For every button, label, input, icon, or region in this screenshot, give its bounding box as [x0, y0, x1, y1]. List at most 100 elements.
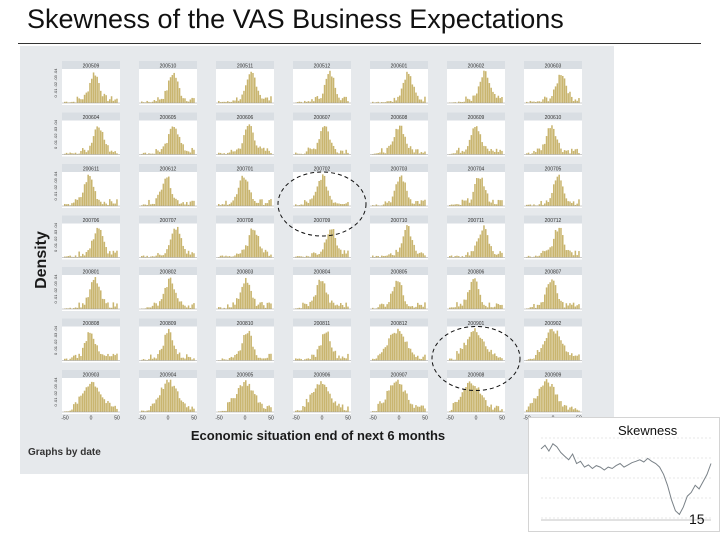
- histogram-bar: [553, 280, 555, 309]
- histogram-bar: [569, 153, 571, 155]
- histogram-bar: [169, 77, 172, 103]
- histogram-bar: [465, 96, 467, 103]
- histogram-bar: [314, 388, 317, 412]
- panel-label: 200511: [237, 64, 254, 70]
- histogram-bar: [479, 294, 482, 309]
- panel-header: [62, 164, 120, 172]
- histogram-bar: [313, 148, 315, 155]
- histogram-bar: [100, 290, 102, 309]
- histogram-bar: [529, 256, 532, 258]
- histogram-bar: [560, 180, 562, 206]
- histogram-bar: [227, 304, 229, 309]
- histogram-bar: [334, 87, 337, 103]
- histogram-bar: [391, 255, 394, 258]
- histogram-bar: [157, 253, 159, 258]
- histogram-bar: [193, 149, 195, 155]
- histogram-bar: [178, 136, 181, 155]
- histogram-bar: [406, 71, 408, 103]
- histogram-bar: [270, 407, 272, 412]
- histogram-bar: [110, 150, 113, 155]
- histogram-bar: [338, 355, 340, 361]
- histogram-bar: [558, 227, 560, 258]
- histogram-bar: [69, 307, 71, 309]
- histogram-bar: [562, 406, 564, 412]
- histogram-bar: [526, 359, 528, 361]
- panel-header: [139, 61, 197, 69]
- histogram-bar: [463, 389, 465, 412]
- histogram-bar: [261, 98, 263, 103]
- histogram-bar: [175, 388, 177, 412]
- y-tick-labels: 0 .01 .02 .03 .04: [53, 274, 58, 304]
- histogram-bar: [252, 72, 254, 103]
- histogram-bar: [533, 398, 535, 412]
- histogram-bar: [479, 337, 482, 361]
- histogram-bar: [329, 70, 331, 103]
- histogram-bar: [91, 282, 93, 309]
- histogram-bar: [540, 101, 542, 103]
- histogram-bar: [78, 251, 80, 258]
- histogram-bar: [296, 205, 299, 206]
- histogram-bar: [82, 303, 84, 309]
- histogram-bar: [182, 202, 184, 206]
- histogram-bar: [96, 387, 98, 412]
- histogram-bar: [454, 102, 456, 103]
- histogram-bar: [225, 101, 227, 103]
- histogram-bar: [536, 396, 539, 412]
- histogram-bar: [545, 338, 548, 361]
- histogram-bar: [184, 249, 186, 258]
- histogram-bar: [322, 93, 324, 103]
- histogram-bar: [166, 379, 168, 412]
- x-tick-label: 50: [191, 416, 197, 422]
- histogram-bar: [87, 386, 89, 412]
- histogram-bar: [386, 304, 388, 309]
- panel-label: 200711: [468, 218, 485, 224]
- histogram-bar: [461, 392, 464, 412]
- histogram-bar: [151, 101, 154, 103]
- histogram-bar: [406, 393, 408, 412]
- histogram-bar: [64, 101, 66, 103]
- histogram-bar: [270, 199, 272, 206]
- histogram-bar: [250, 335, 252, 361]
- histogram-bar: [499, 357, 501, 361]
- histogram-bar: [225, 153, 227, 155]
- histogram-bar: [239, 385, 242, 412]
- histogram-bar: [470, 281, 473, 309]
- histogram-bar: [381, 352, 383, 361]
- histogram-bar: [492, 354, 494, 361]
- histogram-bar: [547, 284, 550, 309]
- histogram-bar: [263, 408, 265, 412]
- histogram-bar: [232, 151, 234, 155]
- histogram-bar: [494, 151, 496, 155]
- histogram-bar: [248, 383, 251, 412]
- histogram-bar: [540, 150, 542, 155]
- histogram-bar: [497, 151, 500, 155]
- histogram-bar: [481, 142, 483, 155]
- histogram-bar: [257, 357, 260, 361]
- histogram-bar: [193, 303, 195, 309]
- histogram-bar: [393, 137, 396, 155]
- histogram-bar: [268, 353, 270, 361]
- histogram-bar: [499, 200, 501, 206]
- histogram-bar: [89, 332, 91, 361]
- histogram-bar: [65, 308, 68, 309]
- histogram-bar: [481, 77, 483, 103]
- panel-header: [293, 318, 351, 327]
- histogram-bar: [173, 385, 175, 412]
- histogram-bar: [533, 303, 535, 309]
- histogram-bar: [142, 255, 145, 258]
- histogram-bar: [576, 355, 578, 361]
- histogram-bar: [382, 102, 385, 103]
- histogram-bar: [420, 152, 423, 155]
- histogram-bar: [384, 399, 387, 412]
- histogram-bar: [567, 201, 569, 206]
- histogram-bar: [465, 387, 467, 412]
- panel-header: [524, 112, 582, 121]
- histogram-bar: [219, 102, 222, 103]
- histogram-bar: [332, 402, 335, 412]
- histogram-bar: [221, 358, 224, 361]
- histogram-bar: [323, 333, 326, 361]
- histogram-bar: [567, 305, 569, 309]
- histogram-bar: [225, 410, 227, 412]
- histogram-bar: [454, 153, 456, 155]
- histogram-bar: [85, 182, 88, 206]
